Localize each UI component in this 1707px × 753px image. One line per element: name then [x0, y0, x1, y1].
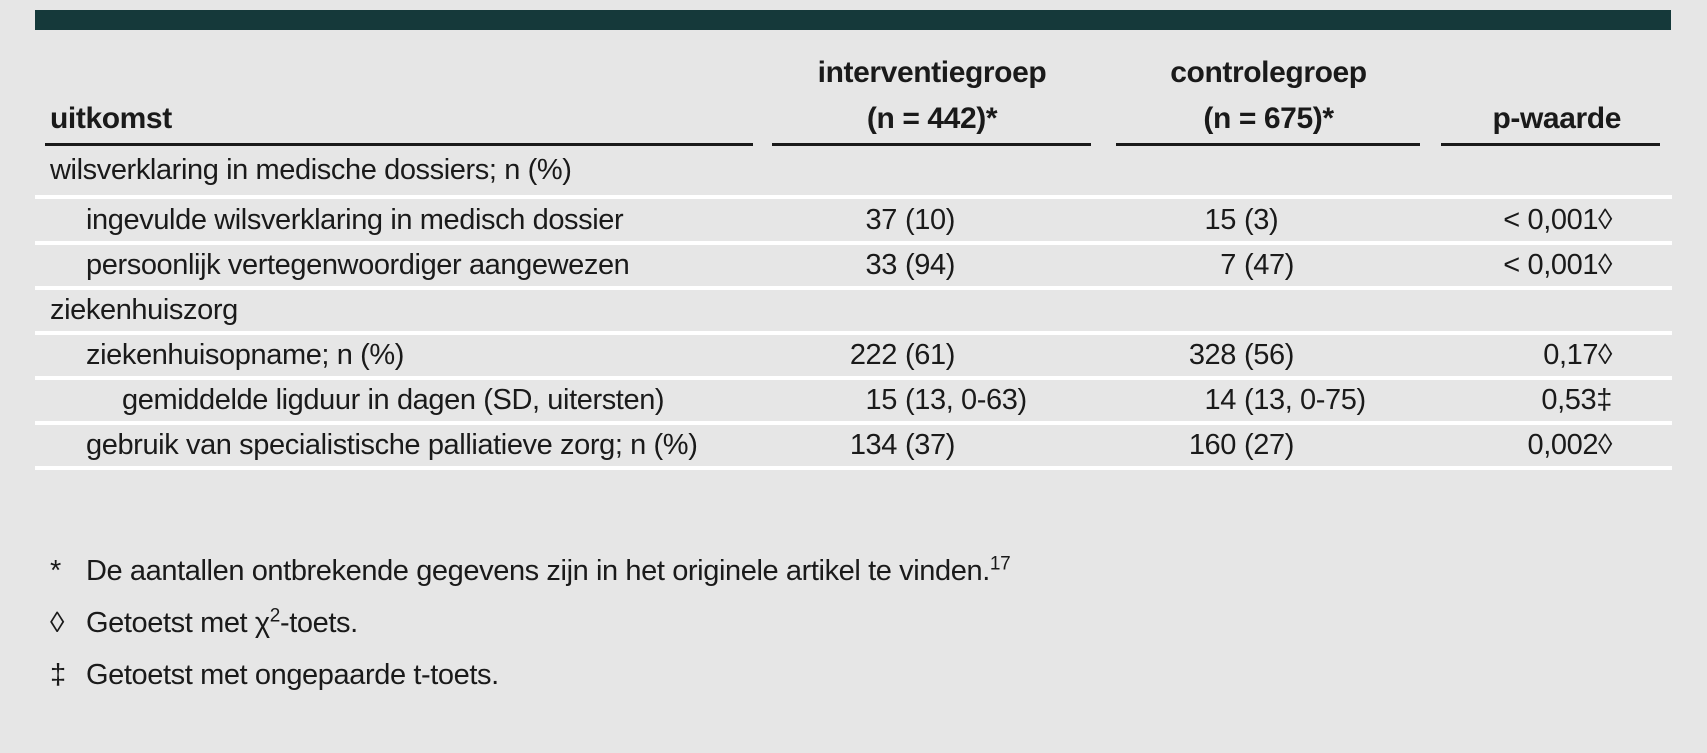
top-accent-bar: [35, 10, 1671, 30]
table-body: wilsverklaring in medische dossiers; n (…: [35, 146, 1672, 470]
footnotes: * De aantallen ontbrekende gegevens zijn…: [35, 552, 1665, 708]
header-underline-outcome: [45, 143, 753, 146]
footnote-marker: ◊: [50, 607, 64, 639]
row-label: persoonlijk vertegenwoordiger aangewezen: [86, 249, 630, 281]
row-label: ziekenhuiszorg: [50, 294, 238, 326]
control-cell: 15 (3): [1204, 203, 1279, 236]
footnote-text: Getoetst met χ2-toets.: [86, 605, 358, 639]
table-row-section: wilsverklaring in medische dossiers; n (…: [35, 146, 1672, 199]
intervention-cell: 37 (10): [865, 203, 956, 236]
row-label: ziekenhuisopname; n (%): [86, 339, 405, 371]
header-underline-intervention: [772, 143, 1091, 146]
control-cell: 7 (47): [1220, 249, 1294, 281]
footnote-marker: *: [50, 555, 61, 587]
footnote-text: De aantallen ontbrekende gegevens zijn i…: [86, 553, 1011, 587]
pvalue-cell: < 0,001◊: [1503, 249, 1612, 281]
table-row: persoonlijk vertegenwoordiger aangewezen…: [35, 245, 1672, 290]
control-cell: 14 (13, 0-75): [1204, 384, 1367, 416]
pvalue-cell: 0,53‡: [1541, 384, 1612, 416]
header-underline-control: [1116, 143, 1420, 146]
row-label: gebruik van specialistische palliatieve …: [86, 429, 698, 461]
reference-superscript: 17: [989, 553, 1011, 575]
intervention-cell: 33 (94): [865, 249, 956, 281]
column-header-control: controlegroep (n = 675)*: [1116, 50, 1421, 142]
intervention-cell: 134 (37): [849, 429, 956, 461]
row-label: gemiddelde ligduur in dagen (SD, uiterst…: [122, 384, 665, 416]
control-header-line1: controlegroep: [1170, 56, 1367, 89]
row-label: wilsverklaring in medische dossiers; n (…: [50, 154, 572, 186]
pvalue-cell: < 0,001◊: [1503, 203, 1612, 236]
pvalue-cell: 0,17◊: [1543, 339, 1612, 371]
table-header-row: uitkomst interventiegroep (n = 442)* con…: [35, 50, 1672, 144]
footnote-double-dagger: ‡ Getoetst met ongepaarde t-toets.: [35, 656, 1665, 694]
table-row-section: ziekenhuiszorg: [35, 290, 1672, 335]
column-header-outcome: uitkomst: [50, 102, 172, 135]
footnote-asterisk: * De aantallen ontbrekende gegevens zijn…: [35, 552, 1665, 590]
chi-squared-superscript: 2: [269, 605, 281, 627]
results-table: uitkomst interventiegroep (n = 442)* con…: [35, 0, 1672, 480]
control-header-line2: (n = 675)*: [1203, 102, 1334, 135]
table-row: gemiddelde ligduur in dagen (SD, uiterst…: [35, 380, 1672, 425]
header-underline-pvalue: [1441, 143, 1660, 146]
intervention-header-line1: interventiegroep: [817, 56, 1047, 89]
column-header-pvalue: p-waarde: [1492, 102, 1621, 135]
table-row: gebruik van specialistische palliatieve …: [35, 425, 1672, 470]
pvalue-cell: 0,002◊: [1527, 429, 1612, 461]
row-label: ingevulde wilsverklaring in medisch doss…: [86, 203, 624, 236]
intervention-header-line2: (n = 442)*: [866, 102, 998, 135]
control-cell: 160 (27): [1188, 429, 1295, 461]
control-cell: 328 (56): [1188, 339, 1295, 371]
table-row: ziekenhuisopname; n (%) 222 (61) 328 (56) …: [35, 335, 1672, 380]
intervention-cell: 222 (61): [849, 339, 956, 371]
footnote-text: Getoetst met ongepaarde t-toets.: [86, 659, 499, 691]
intervention-cell: 15 (13, 0-63): [865, 384, 1028, 416]
table-row: ingevulde wilsverklaring in medisch doss…: [35, 199, 1672, 245]
footnote-marker: ‡: [50, 659, 66, 691]
footnote-diamond: ◊ Getoetst met χ2-toets.: [35, 604, 1665, 642]
column-header-intervention: interventiegroep (n = 442)*: [772, 50, 1092, 142]
